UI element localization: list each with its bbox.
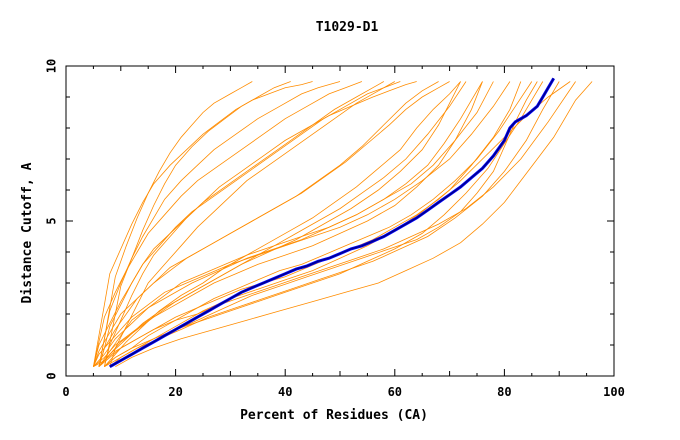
y-tick-label: 0 xyxy=(45,372,59,379)
model-line-1 xyxy=(93,81,571,368)
model-line-13 xyxy=(98,81,450,367)
highlight-line xyxy=(109,77,555,369)
model-line-10 xyxy=(98,81,467,367)
model-line-20 xyxy=(98,81,253,367)
model-line-21 xyxy=(104,81,291,367)
model-lines xyxy=(93,81,593,368)
y-tick-label: 5 xyxy=(45,217,59,224)
highlight-line-core xyxy=(109,78,555,368)
x-tick-label: 60 xyxy=(388,385,402,399)
model-line-6 xyxy=(104,81,560,368)
model-line-16 xyxy=(104,81,384,367)
model-line-18 xyxy=(98,81,341,367)
model-line-22 xyxy=(109,81,395,367)
x-tick-label: 20 xyxy=(168,385,182,399)
highlight-line-outline xyxy=(109,77,555,369)
model-line-15 xyxy=(98,81,401,367)
model-line-17 xyxy=(93,81,363,367)
x-tick-label: 0 xyxy=(62,385,69,399)
model-line-9 xyxy=(115,81,593,368)
y-tick-label: 10 xyxy=(45,59,59,73)
model-line-14 xyxy=(93,81,417,367)
x-tick-label: 100 xyxy=(603,385,625,399)
model-line-5 xyxy=(98,81,494,367)
model-line-3 xyxy=(104,81,533,368)
axis-ticks: 0 20 40 60 80 100 0 5 10 xyxy=(45,59,625,399)
model-line-8 xyxy=(93,81,483,367)
model-line-19 xyxy=(93,81,313,367)
y-axis-label: Distance Cutoff, A xyxy=(20,162,35,303)
model-line-23 xyxy=(98,81,461,367)
model-line-25 xyxy=(109,81,522,368)
x-axis-label: Percent of Residues (CA) xyxy=(240,408,428,423)
x-tick-label: 80 xyxy=(497,385,511,399)
model-line-2 xyxy=(98,81,576,368)
chart-title: T1029-D1 xyxy=(316,20,379,35)
model-line-24 xyxy=(93,81,483,368)
model-line-12 xyxy=(104,81,461,367)
model-line-26 xyxy=(104,81,544,368)
x-tick-label: 40 xyxy=(278,385,292,399)
